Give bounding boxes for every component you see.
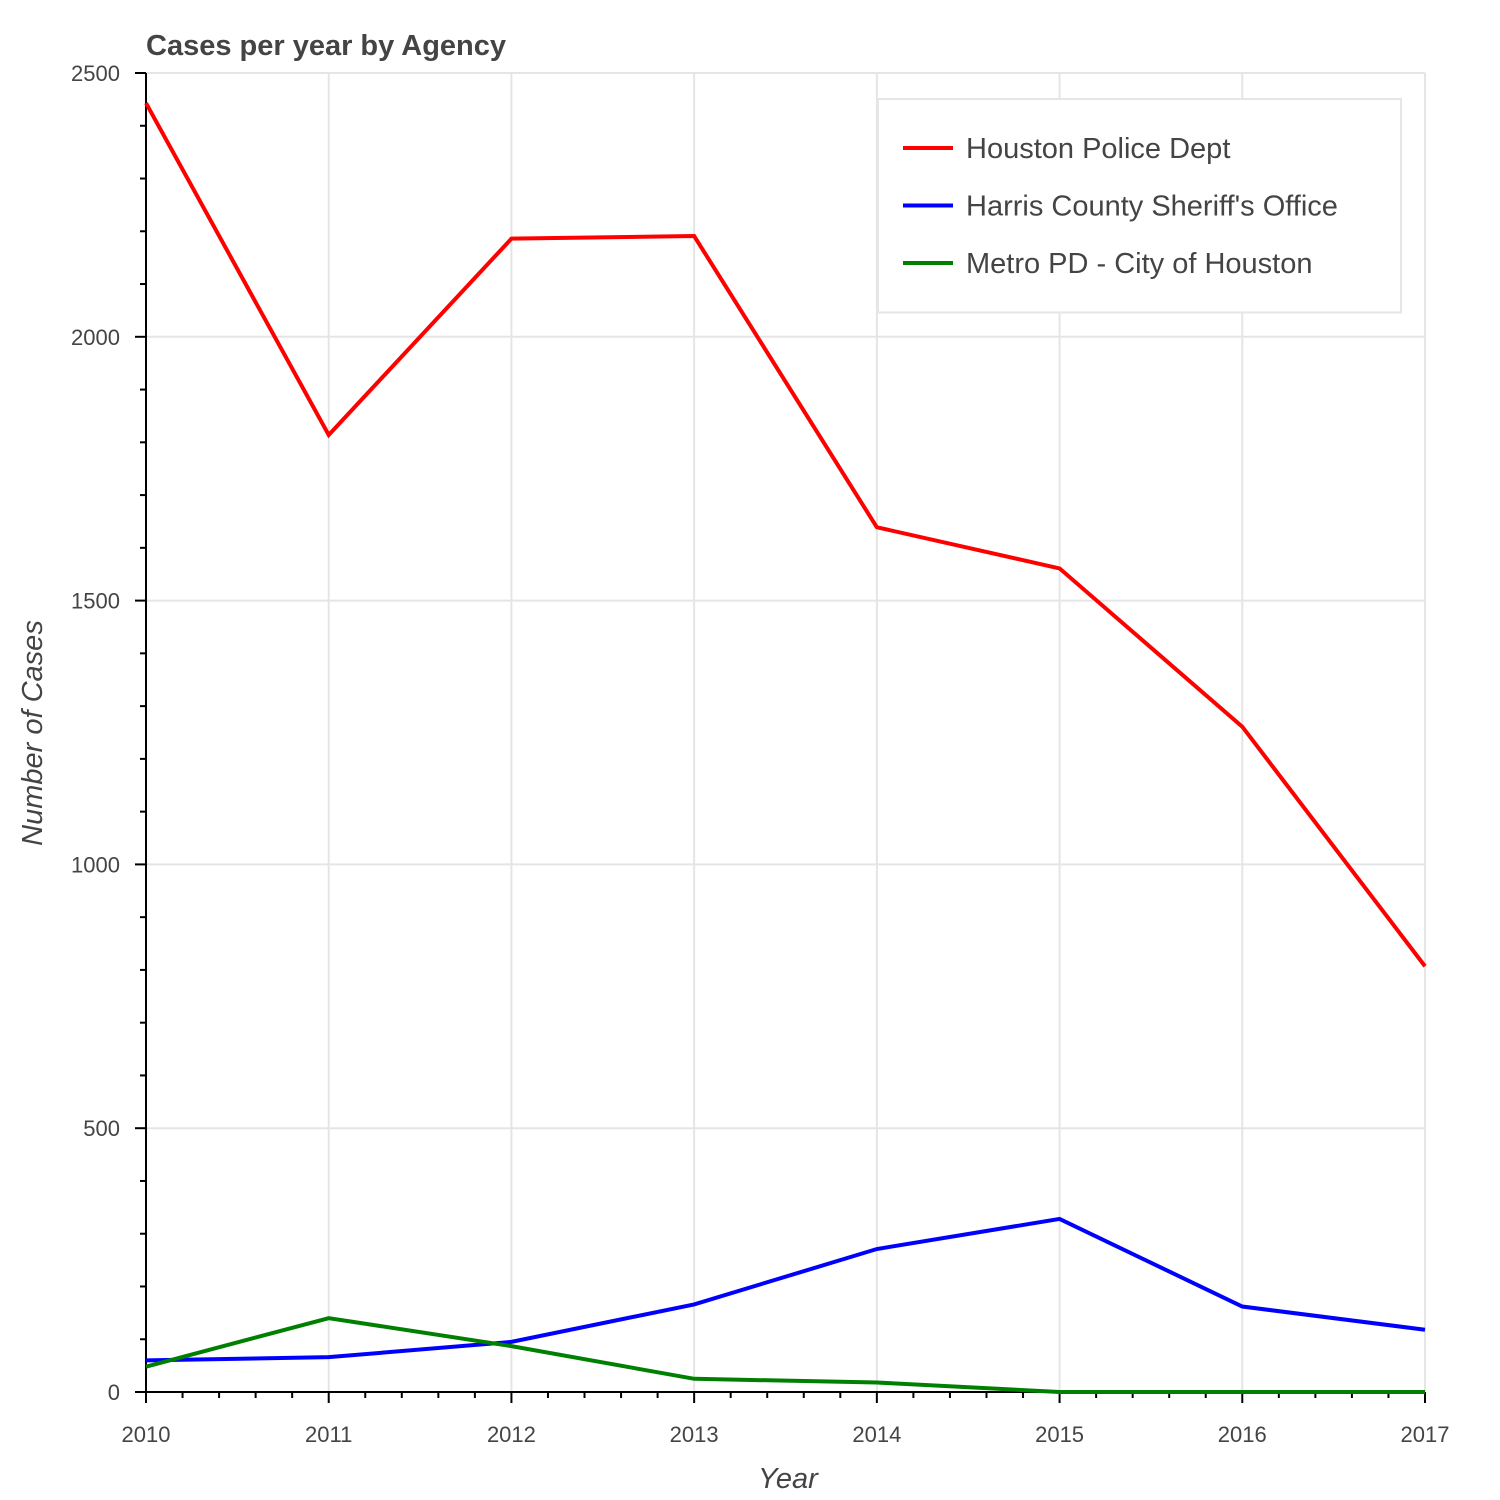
y-tick-label: 0 — [108, 1380, 120, 1405]
x-tick-label: 2012 — [487, 1422, 536, 1447]
x-tick-label: 2014 — [852, 1422, 901, 1447]
series-line — [145, 1316, 1425, 1394]
series-line — [144, 102, 1427, 968]
y-tick-label: 1000 — [71, 852, 120, 877]
series-line — [145, 1216, 1426, 1363]
y-tick-label: 2000 — [71, 325, 120, 350]
y-axis-label: Number of Cases — [17, 620, 49, 846]
x-tick-label: 2010 — [122, 1422, 171, 1447]
legend-label: Harris County Sheriff's Office — [966, 191, 1338, 223]
x-tick-label: 2013 — [670, 1422, 719, 1447]
x-tick-label: 2015 — [1035, 1422, 1084, 1447]
x-tick-label: 2011 — [305, 1422, 352, 1447]
legend: Houston Police Dept Harris County Sheriff… — [877, 98, 1402, 314]
x-axis-label: Year — [758, 1463, 819, 1495]
legend-label: Metro PD - City of Houston — [966, 248, 1313, 280]
series-lines — [144, 102, 1427, 1394]
y-tick-label: 500 — [83, 1116, 120, 1141]
legend-label: Houston Police Dept — [966, 133, 1230, 165]
chart-title: Cases per year by Agency — [146, 30, 506, 62]
x-tick-label: 2017 — [1401, 1422, 1450, 1447]
legend-box — [877, 98, 1402, 314]
x-tick-label: 2016 — [1218, 1422, 1267, 1447]
y-tick-label: 2500 — [71, 61, 120, 86]
y-tick-label: 1500 — [71, 589, 120, 614]
